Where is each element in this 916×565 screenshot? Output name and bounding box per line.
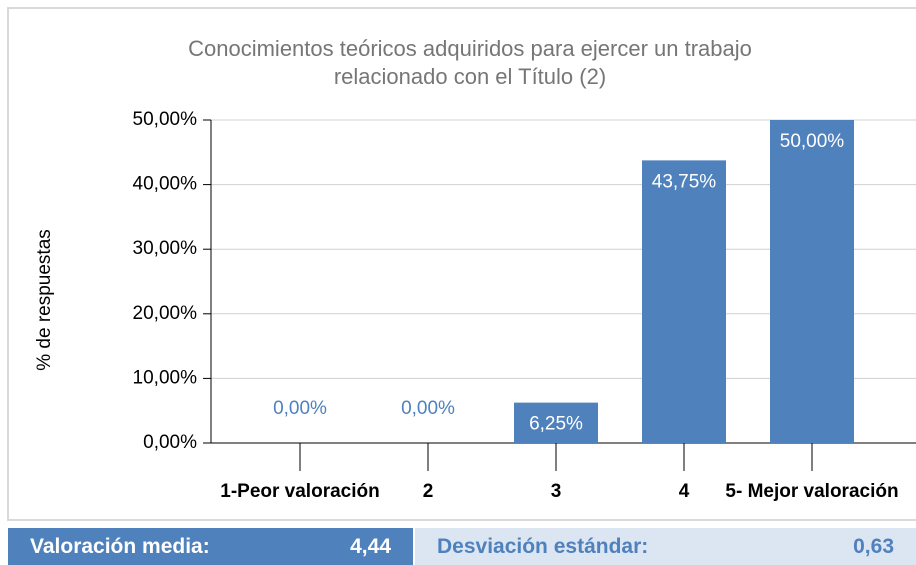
y-tick-label: 40,00% — [133, 174, 198, 195]
data-label: 0,00% — [401, 398, 455, 419]
mean-box: Valoración media: 4,44 — [8, 528, 413, 565]
y-tick-label: 30,00% — [133, 238, 198, 259]
sd-value: 0,63 — [853, 534, 894, 558]
x-tick-label: 3 — [551, 481, 562, 502]
bar — [770, 120, 854, 443]
data-label: 43,75% — [652, 171, 717, 192]
mean-label: Valoración media: — [30, 534, 210, 558]
y-tick-label: 20,00% — [133, 303, 198, 324]
y-tick-label: 0,00% — [143, 432, 197, 453]
y-tick-label: 50,00% — [133, 109, 198, 130]
chart: Conocimientos teóricos adquiridos para e… — [7, 7, 916, 521]
sd-box: Desviación estándar: 0,63 — [415, 528, 916, 565]
data-label: 6,25% — [529, 414, 583, 435]
x-tick-label: 4 — [679, 481, 690, 502]
x-tick-label: 5- Mejor valoración — [725, 481, 898, 502]
chart-title: relacionado con el Título (2) — [334, 64, 606, 89]
y-axis-title: % de respuestas — [34, 229, 55, 371]
chart-border — [7, 7, 916, 521]
data-label: 0,00% — [273, 398, 327, 419]
data-label: 50,00% — [780, 131, 845, 152]
x-tick-label: 1-Peor valoración — [220, 481, 379, 502]
chart-title: Conocimientos teóricos adquiridos para e… — [188, 36, 752, 61]
y-tick-label: 10,00% — [133, 367, 198, 388]
sd-label: Desviación estándar: — [437, 534, 649, 558]
bar — [514, 402, 598, 443]
x-tick-label: 2 — [423, 481, 434, 502]
bar — [642, 160, 726, 443]
mean-value: 4,44 — [350, 534, 391, 558]
